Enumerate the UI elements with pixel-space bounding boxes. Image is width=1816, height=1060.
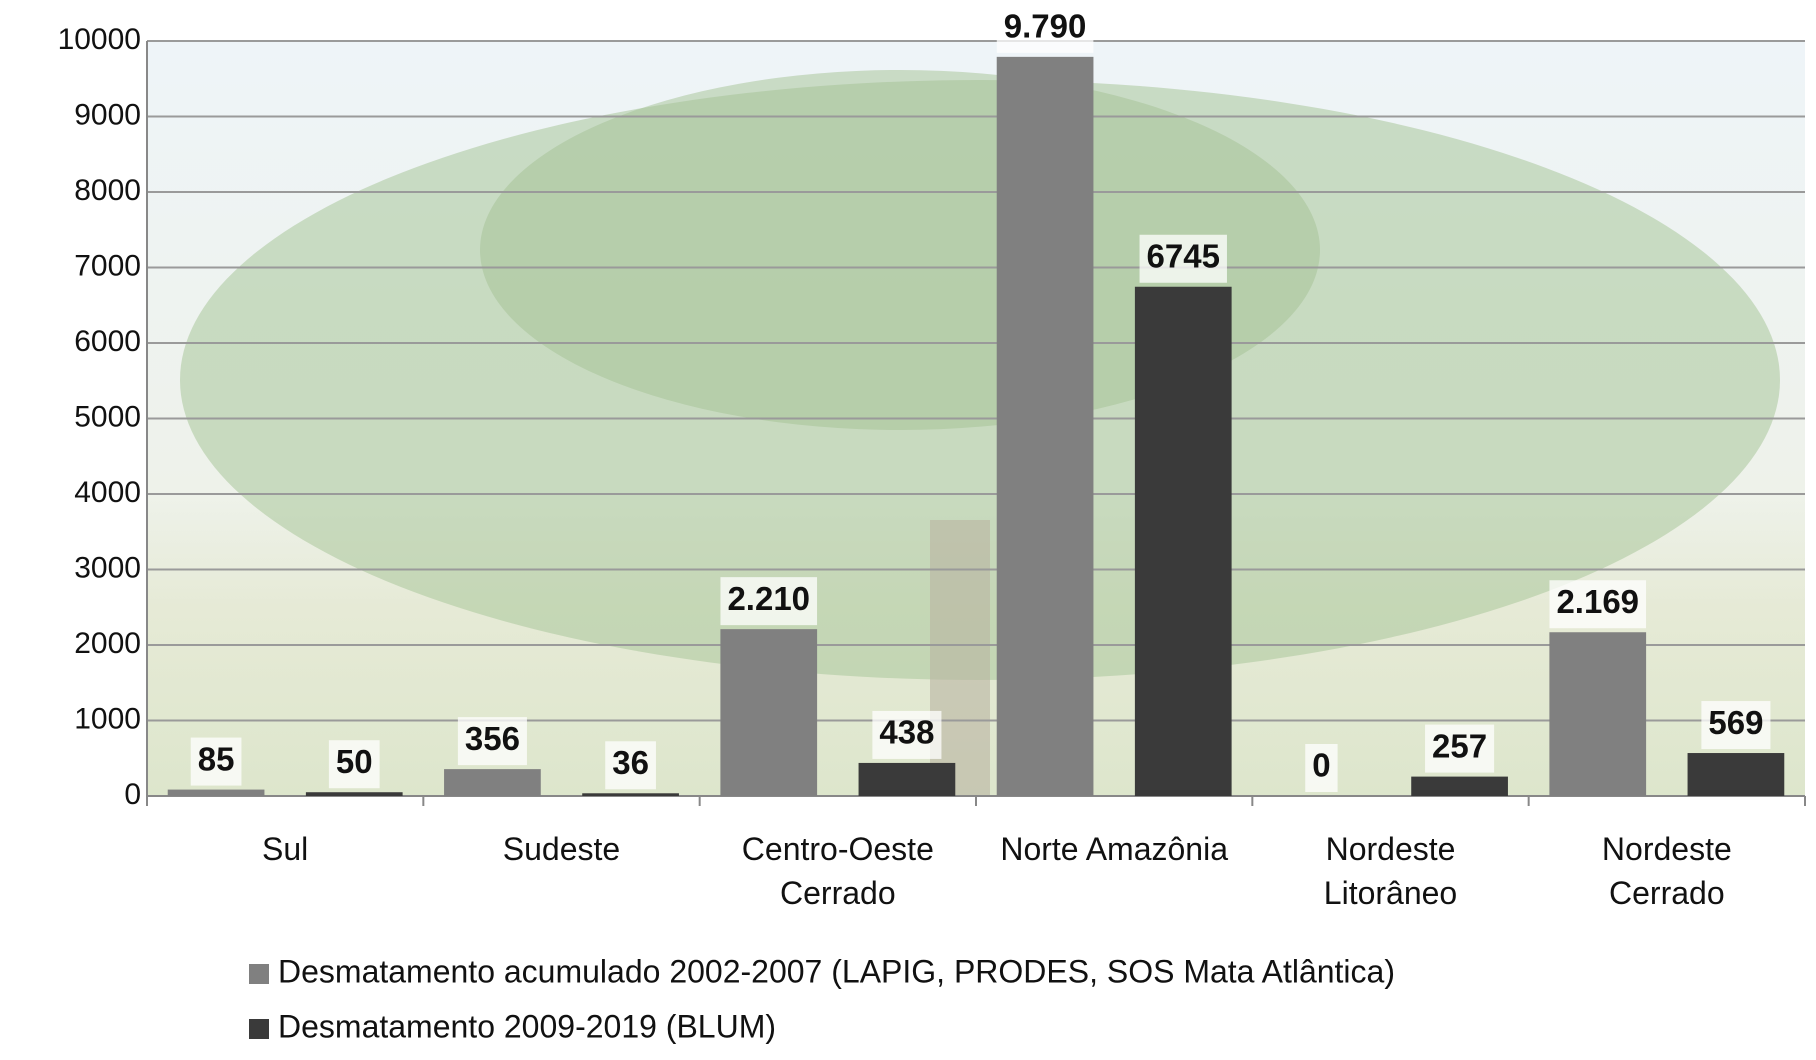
bar (582, 793, 679, 796)
bar (167, 789, 265, 796)
data-label: 6745 (1147, 237, 1220, 274)
data-label: 85 (198, 740, 235, 777)
y-tick-label: 0 (124, 778, 141, 811)
bar (305, 792, 403, 796)
bar (858, 762, 956, 796)
legend-label: Desmatamento 2009-2019 (BLUM) (278, 1008, 776, 1044)
y-tick-label: 2000 (74, 627, 141, 660)
y-tick-label: 6000 (74, 325, 141, 358)
data-label-box (996, 4, 1094, 53)
data-label: 356 (465, 720, 520, 757)
x-tick-label: Centro-Oeste Cerrado (742, 831, 934, 911)
x-tick-label: Sul (262, 831, 308, 867)
y-tick-label: 1000 (74, 702, 141, 735)
data-label-box (872, 710, 942, 759)
x-tick-label: Nordeste Litorâneo (1324, 831, 1457, 911)
data-label: 9.790 (1004, 8, 1087, 45)
data-label: 36 (612, 744, 649, 781)
data-label-box (1425, 724, 1495, 773)
data-label-box (1139, 234, 1227, 283)
y-tick-label: 9000 (74, 98, 141, 131)
data-label: 2.169 (1556, 583, 1639, 620)
legend-label: Desmatamento acumulado 2002-2007 (LAPIG,… (278, 953, 1395, 989)
data-label: 438 (879, 714, 934, 751)
data-label-box (1305, 744, 1338, 792)
data-label: 257 (1432, 727, 1487, 764)
data-label-box (720, 577, 818, 626)
y-tick-label: 8000 (74, 174, 141, 207)
data-label-box (328, 740, 380, 789)
data-label: 50 (336, 743, 373, 780)
data-label: 0 (1312, 747, 1330, 784)
data-label-box (1549, 580, 1647, 629)
data-label-box (605, 741, 656, 790)
y-tick-label: 7000 (74, 249, 141, 282)
legend-swatch (249, 1019, 269, 1039)
y-tick-label: 4000 (74, 476, 141, 509)
bar (1134, 286, 1232, 796)
data-label-box (1701, 701, 1771, 750)
y-tick-label: 10000 (58, 23, 141, 56)
data-label-box (457, 717, 527, 766)
x-tick-label: Nordeste Cerrado (1602, 831, 1732, 911)
y-tick-label: 3000 (74, 551, 141, 584)
bar (720, 629, 818, 796)
bar (1687, 753, 1785, 796)
x-tick-label: Norte Amazônia (1000, 831, 1228, 867)
x-tick-label: Sudeste (503, 831, 620, 867)
bar (996, 56, 1094, 797)
data-label: 569 (1708, 704, 1763, 741)
bar (1549, 632, 1647, 796)
bar (1411, 776, 1508, 796)
y-tick-label: 5000 (74, 400, 141, 433)
bar (444, 769, 541, 796)
legend-swatch (249, 964, 269, 984)
data-label: 2.210 (727, 580, 810, 617)
data-label-box (190, 737, 242, 786)
